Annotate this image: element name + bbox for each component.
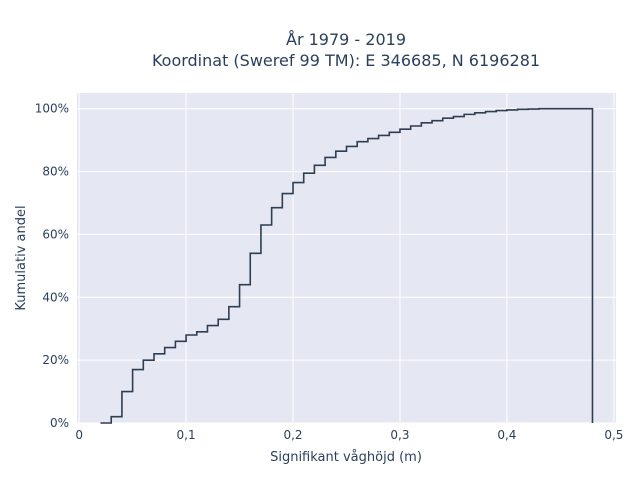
- x-tick-label: 0,4: [497, 428, 516, 442]
- x-tick-label: 0,5: [604, 428, 623, 442]
- x-tick-labels: 0 0,1 0,2 0,3 0,4 0,5: [75, 428, 623, 442]
- x-gridlines: [78, 93, 615, 423]
- y-tick-label: 80%: [42, 165, 69, 179]
- x-tick-label: 0,2: [283, 428, 302, 442]
- x-tick-label: 0: [75, 428, 83, 442]
- y-tick-labels: 0% 20% 40% 60% 80% 100%: [35, 102, 69, 430]
- y-tick-label: 0%: [50, 416, 69, 430]
- cumulative-step-line: [100, 107, 594, 424]
- chart-title-line2: Koordinat (Sweref 99 TM): E 346685, N 61…: [152, 51, 540, 70]
- y-tick-label: 40%: [42, 290, 69, 304]
- y-tick-label: 60%: [42, 227, 69, 241]
- x-tick-label: 0,3: [390, 428, 409, 442]
- plot-area: [77, 93, 616, 423]
- y-tick-label: 100%: [35, 102, 69, 116]
- x-tick-label: 0,1: [177, 428, 196, 442]
- y-axis-title: Kumulativ andel: [14, 205, 29, 310]
- x-axis-title: Signifikant våghöjd (m): [270, 450, 422, 465]
- y-tick-label: 20%: [42, 353, 69, 367]
- series-layer: [100, 107, 594, 424]
- chart-title-line1: År 1979 - 2019: [286, 30, 406, 49]
